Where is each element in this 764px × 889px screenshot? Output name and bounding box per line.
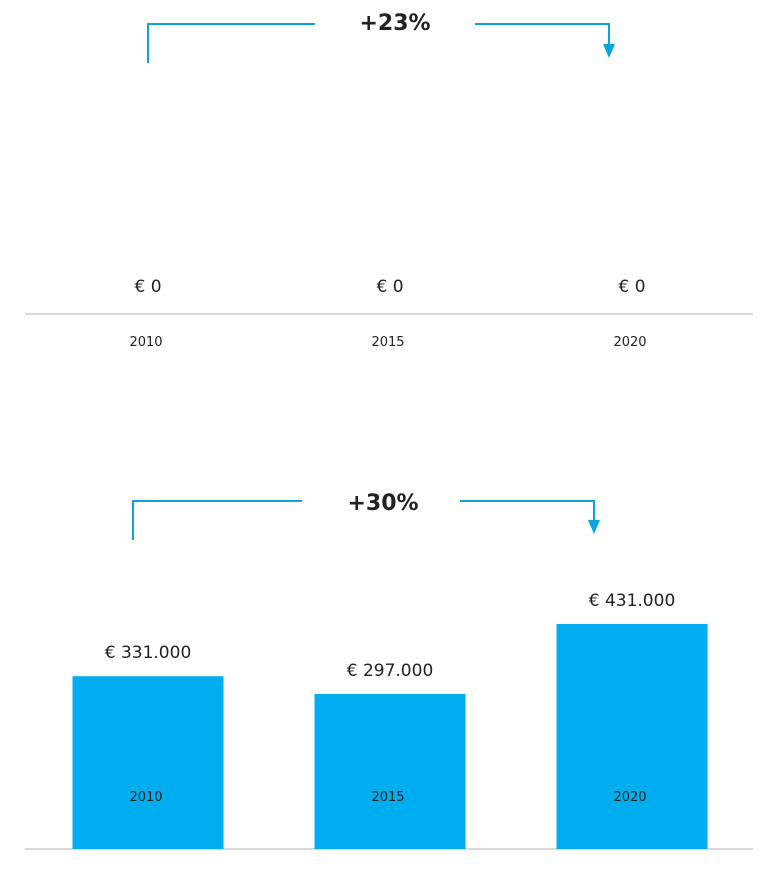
chart-2-change-label: +30% (347, 491, 418, 516)
chart-1-arrow-head-icon (603, 44, 615, 58)
chart-2-bracket-left (132, 500, 302, 540)
chart-1-bracket-left (147, 23, 315, 63)
chart-2-value-label-2010: € 331.000 (105, 643, 192, 663)
chart-1-value-label-2015: € 0 (376, 277, 403, 297)
chart-1-change-label: +23% (359, 11, 430, 36)
chart-1-tick-label-2010: 2010 (129, 335, 162, 350)
chart-2-value-label-2015: € 297.000 (347, 661, 434, 681)
chart-1-value-label-2010: € 0 (134, 277, 161, 297)
chart-2-bracket-right (460, 500, 595, 524)
chart-1-value-label-2020: € 0 (618, 277, 645, 297)
chart-2-bar-2015 (314, 693, 466, 849)
chart-2-tick-label-2020: 2020 (613, 790, 646, 805)
chart-2-arrow-head-icon (588, 520, 600, 534)
chart-1-bracket-right (475, 23, 610, 48)
chart-2-value-label-2020: € 431.000 (589, 591, 676, 611)
chart-2-tick-label-2010: 2010 (129, 790, 162, 805)
chart-1-tick-label-2020: 2020 (613, 335, 646, 350)
chart-1-tick-label-2015: 2015 (371, 335, 404, 350)
chart-2-bar-2010 (72, 676, 224, 849)
chart-2-tick-label-2015: 2015 (371, 790, 404, 805)
chart-2-bar-2020 (556, 624, 708, 849)
